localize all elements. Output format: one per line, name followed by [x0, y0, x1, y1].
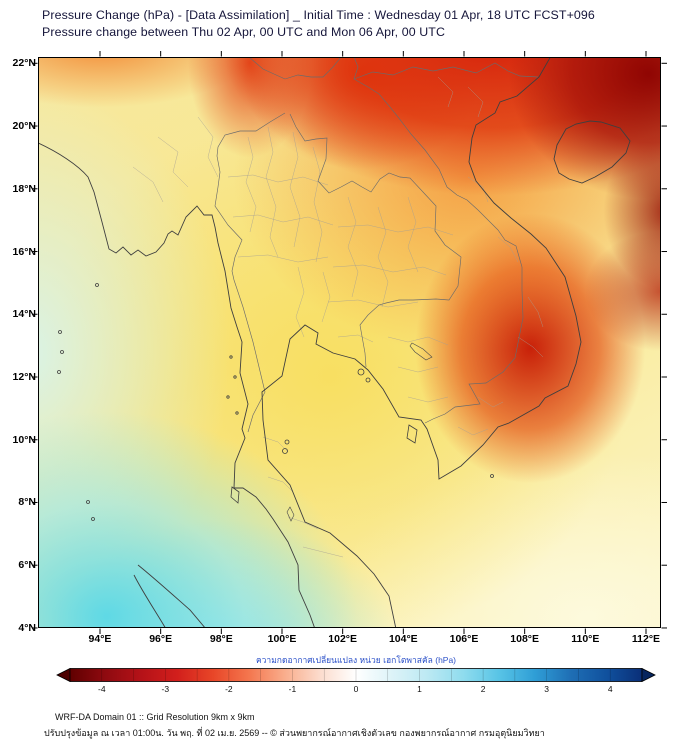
lon-tick-label: 106°E: [449, 633, 479, 645]
province-boundary-lines: [132, 76, 544, 558]
lon-tick-label: 112°E: [631, 633, 661, 645]
map-border: [38, 57, 661, 628]
map-geography: [32, 51, 667, 634]
island-dot: [57, 370, 61, 374]
lon-tick-label: 100°E: [267, 633, 297, 645]
colorbar-separators: [101, 669, 611, 681]
island-dot: [365, 377, 371, 383]
coast-gulf-indochina-east: [261, 57, 582, 628]
border-myanmar-thailand: [214, 112, 286, 433]
coast-hainan-island: [553, 120, 631, 184]
lat-tick-label: 18°N: [12, 182, 36, 195]
island-dot: [357, 368, 365, 376]
lat-tick-label: 10°N: [12, 433, 36, 446]
colorbar-tick-label: 2: [480, 684, 486, 694]
phu-quoc-island: [406, 424, 418, 444]
colorbar-tick-label: 3: [544, 684, 550, 694]
island-dot: [91, 517, 95, 521]
colorbar-right-arrow: [641, 667, 656, 683]
lon-tick-label: 94°E: [88, 633, 112, 645]
colorbar-tick-label: -3: [161, 684, 170, 694]
border-laos-vietnam-cambodia: [353, 57, 524, 424]
colorbar-left-arrow: [56, 667, 71, 683]
pressure-change-heatmap: [38, 57, 661, 628]
border-china-south: [248, 57, 539, 80]
province-boundaries: [132, 76, 544, 558]
lat-tick-label: 14°N: [12, 308, 36, 321]
lat-tick-label: 6°N: [18, 559, 36, 572]
lat-tick-label: 22°N: [12, 57, 36, 70]
colorbar-tick-label: -1: [288, 684, 297, 694]
title-line-2: Pressure change between Thu 02 Apr, 00 U…: [42, 25, 446, 39]
lakes: [286, 342, 433, 522]
lat-tick-label: 8°N: [18, 496, 36, 509]
colorbar-tick-label: 1: [417, 684, 422, 694]
phuket-island: [230, 486, 240, 504]
lat-tick-label: 12°N: [12, 371, 36, 383]
songkhla-lake: [286, 506, 295, 522]
colorbar-tick-label: 0: [353, 684, 359, 694]
island-dot: [233, 375, 237, 379]
footer-update-info: ปรับปรุงข้อมูล ณ เวลา 01:00น. วัน พฤ. ที…: [44, 728, 545, 738]
title-line-1: Pressure Change (hPa) - [Data Assimilati…: [42, 8, 595, 22]
coast-sumatra: [133, 564, 206, 628]
lat-tick-label: 20°N: [12, 120, 36, 133]
country-borders: [214, 57, 539, 433]
island-dot: [95, 283, 99, 287]
lon-tick-label: 96°E: [149, 633, 173, 645]
colorbar-tick-label: -2: [225, 684, 233, 694]
island-dot: [226, 395, 230, 399]
colorbar-gradient-bar: [56, 667, 656, 683]
island-dot: [490, 474, 494, 478]
map-panel: [32, 51, 667, 634]
axis-ticks: [32, 51, 667, 634]
colorbar-tick-label: 4: [607, 684, 613, 694]
islands: [57, 283, 494, 521]
coastlines: [38, 57, 631, 628]
colorbar-tick-label: -4: [97, 684, 106, 694]
colorbar: -4 -3 -2 -1 0 1 2 3 4: [56, 667, 656, 698]
coast-myanmar-peninsula-west: [38, 142, 316, 628]
lon-tick-label: 102°E: [328, 633, 358, 645]
chart-title: Pressure Change (hPa) - [Data Assimilati…: [42, 7, 595, 41]
lon-tick-label: 98°E: [209, 633, 233, 645]
island-dot: [229, 355, 233, 359]
island-dot: [284, 439, 290, 445]
tonle-sap-lake: [409, 342, 433, 361]
lon-tick-label: 104°E: [388, 633, 418, 645]
footer-domain-info: WRF-DA Domain 01 :: Grid Resolution 9km …: [55, 712, 255, 722]
lat-tick-label: 4°N: [18, 621, 36, 634]
colorbar-label: ความกดอากาศเปลี่ยนแปลง หน่วย เฮกโตพาสคัล…: [255, 655, 457, 665]
island-dot: [282, 448, 288, 454]
island-dot: [58, 330, 62, 334]
border-thailand-laos-cambodia: [289, 113, 462, 368]
island-dot: [235, 411, 239, 415]
island-dot: [86, 500, 90, 504]
island-dot: [60, 350, 64, 354]
lon-tick-label: 108°E: [510, 633, 540, 645]
lon-tick-label: 110°E: [571, 633, 600, 645]
lat-tick-label: 16°N: [12, 245, 36, 258]
